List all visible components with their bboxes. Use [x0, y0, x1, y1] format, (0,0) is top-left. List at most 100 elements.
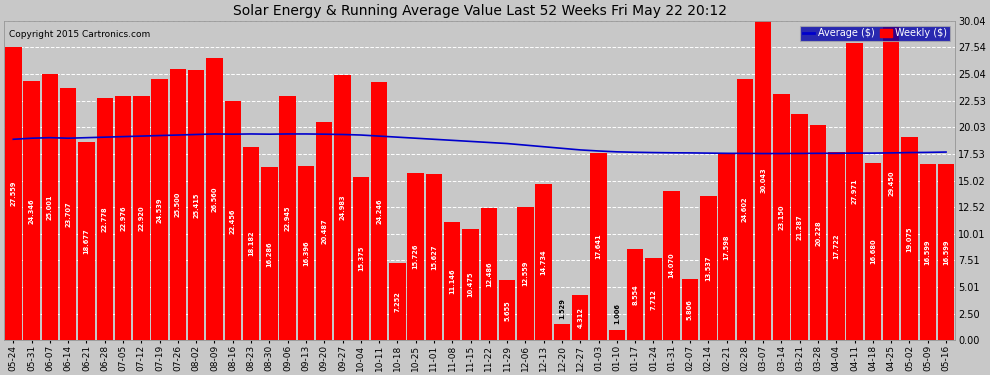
Bar: [243, 147, 259, 340]
Bar: [389, 263, 406, 340]
Text: 8.554: 8.554: [633, 285, 639, 305]
Text: 27.559: 27.559: [10, 181, 16, 207]
Bar: [5, 47, 22, 340]
Bar: [426, 174, 443, 340]
Text: 7.712: 7.712: [650, 289, 656, 310]
Bar: [791, 114, 808, 340]
Bar: [517, 207, 534, 340]
Bar: [828, 152, 844, 340]
Text: 16.286: 16.286: [266, 241, 272, 267]
Bar: [737, 79, 753, 340]
Bar: [773, 94, 790, 340]
Bar: [645, 258, 661, 340]
Bar: [371, 82, 387, 340]
Text: 16.599: 16.599: [943, 239, 949, 265]
Text: 18.677: 18.677: [83, 228, 89, 254]
Bar: [335, 75, 350, 340]
Text: 24.539: 24.539: [156, 197, 162, 223]
Text: 23.150: 23.150: [778, 204, 784, 230]
Bar: [682, 279, 698, 340]
Text: 10.475: 10.475: [467, 272, 473, 297]
Text: 5.806: 5.806: [687, 299, 693, 320]
Text: 21.287: 21.287: [797, 214, 803, 240]
Text: 25.001: 25.001: [47, 195, 52, 220]
Text: 20.487: 20.487: [321, 219, 328, 244]
Text: 19.075: 19.075: [907, 226, 913, 252]
Text: 25.415: 25.415: [193, 192, 199, 218]
Bar: [462, 229, 479, 340]
Bar: [151, 79, 168, 340]
Text: 16.396: 16.396: [303, 240, 309, 266]
Text: 22.778: 22.778: [102, 206, 108, 232]
Text: 24.983: 24.983: [340, 195, 346, 220]
Text: 16.599: 16.599: [925, 239, 931, 265]
Bar: [609, 330, 625, 340]
Text: 17.722: 17.722: [834, 233, 840, 259]
Bar: [719, 153, 735, 340]
Text: 14.070: 14.070: [668, 253, 675, 278]
Title: Solar Energy & Running Average Value Last 52 Weeks Fri May 22 20:12: Solar Energy & Running Average Value Las…: [233, 4, 727, 18]
Text: 12.559: 12.559: [523, 261, 529, 286]
Legend: Average ($), Weekly ($): Average ($), Weekly ($): [800, 26, 950, 41]
Text: 24.346: 24.346: [29, 198, 35, 223]
Bar: [627, 249, 644, 340]
Bar: [42, 74, 58, 340]
Text: 15.627: 15.627: [431, 244, 437, 270]
Text: 13.537: 13.537: [705, 256, 711, 281]
Bar: [663, 190, 680, 340]
Text: 15.726: 15.726: [413, 244, 419, 270]
Bar: [444, 222, 460, 340]
Text: 4.312: 4.312: [577, 307, 583, 328]
Text: 15.375: 15.375: [357, 246, 363, 271]
Text: 22.456: 22.456: [230, 208, 236, 234]
Bar: [700, 196, 717, 340]
Bar: [553, 324, 570, 340]
Bar: [590, 153, 607, 340]
Bar: [864, 163, 881, 340]
Bar: [901, 137, 918, 340]
Bar: [480, 207, 497, 340]
Text: 5.655: 5.655: [504, 300, 510, 321]
Text: 23.707: 23.707: [65, 201, 71, 227]
Text: 11.146: 11.146: [449, 268, 455, 294]
Bar: [133, 96, 149, 340]
Text: 29.450: 29.450: [888, 171, 894, 196]
Bar: [536, 184, 551, 340]
Bar: [755, 21, 771, 340]
Text: 24.602: 24.602: [742, 197, 747, 222]
Text: Copyright 2015 Cartronics.com: Copyright 2015 Cartronics.com: [9, 30, 150, 39]
Text: 24.246: 24.246: [376, 199, 382, 224]
Text: 1.006: 1.006: [614, 303, 620, 324]
Bar: [352, 177, 369, 340]
Text: 17.598: 17.598: [724, 234, 730, 260]
Text: 20.228: 20.228: [815, 220, 821, 246]
Text: 22.976: 22.976: [120, 206, 126, 231]
Bar: [60, 88, 76, 340]
Text: 14.734: 14.734: [541, 249, 546, 275]
Bar: [920, 164, 936, 340]
Text: 17.641: 17.641: [596, 234, 602, 260]
Bar: [169, 69, 186, 340]
Bar: [115, 96, 132, 340]
Text: 22.920: 22.920: [139, 206, 145, 231]
Text: 30.043: 30.043: [760, 168, 766, 194]
Bar: [846, 43, 863, 340]
Bar: [298, 166, 314, 340]
Bar: [225, 101, 241, 340]
Bar: [78, 142, 95, 340]
Bar: [938, 164, 954, 340]
Text: 7.252: 7.252: [394, 291, 400, 312]
Text: 1.529: 1.529: [559, 298, 565, 319]
Bar: [188, 70, 204, 341]
Bar: [499, 280, 516, 340]
Text: 25.500: 25.500: [175, 192, 181, 217]
Bar: [206, 58, 223, 340]
Text: 12.486: 12.486: [486, 261, 492, 287]
Bar: [883, 27, 899, 341]
Text: 16.680: 16.680: [870, 239, 876, 264]
Bar: [316, 122, 333, 340]
Text: 18.182: 18.182: [248, 231, 254, 256]
Bar: [24, 81, 40, 340]
Bar: [408, 173, 424, 340]
Bar: [96, 98, 113, 340]
